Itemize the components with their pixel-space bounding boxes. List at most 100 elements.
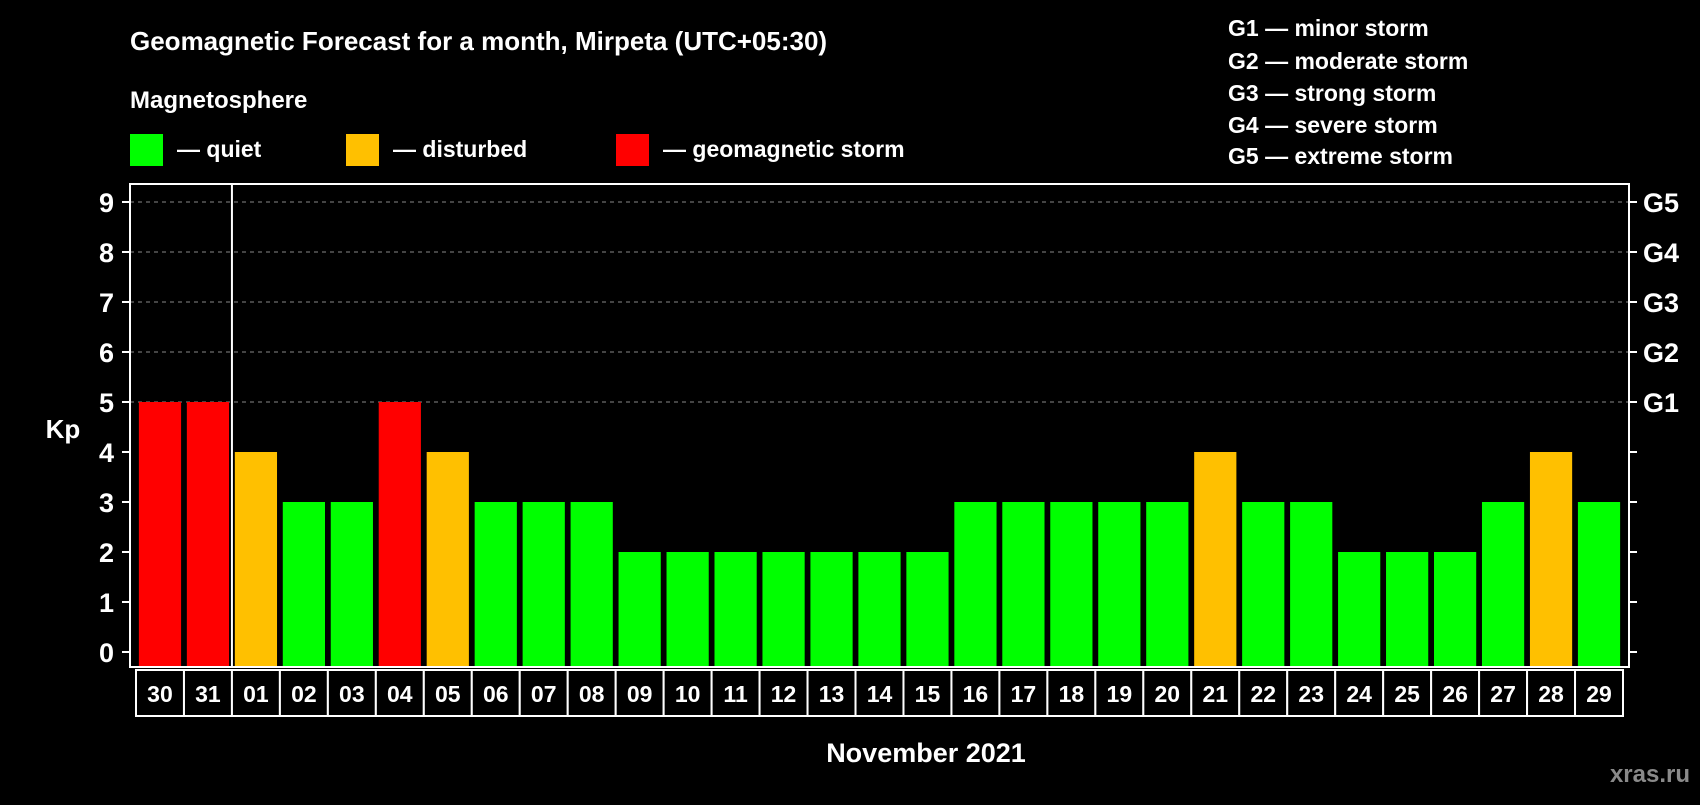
day-label: 13 bbox=[819, 681, 845, 707]
day-cell bbox=[326, 669, 377, 717]
bar-04 bbox=[378, 402, 421, 667]
legend-label-storm: — geomagnetic storm bbox=[663, 136, 905, 162]
day-label: 09 bbox=[627, 681, 653, 707]
day-label: 14 bbox=[867, 681, 893, 707]
bar-18 bbox=[1050, 502, 1093, 667]
bar-30 bbox=[138, 402, 182, 667]
plot-frame bbox=[129, 183, 1630, 668]
day-cell bbox=[278, 669, 329, 717]
day-label: 24 bbox=[1346, 681, 1372, 707]
day-label: 10 bbox=[675, 681, 701, 707]
day-label: 08 bbox=[579, 681, 605, 707]
y-tick-label: 2 bbox=[99, 538, 114, 568]
day-label: 22 bbox=[1250, 681, 1276, 707]
bar-01 bbox=[234, 452, 278, 667]
day-label: 31 bbox=[195, 681, 221, 707]
day-label: 29 bbox=[1586, 681, 1612, 707]
day-label: 18 bbox=[1059, 681, 1085, 707]
day-cell bbox=[1286, 669, 1337, 717]
bar-23 bbox=[1290, 502, 1333, 667]
bar-31 bbox=[186, 402, 230, 667]
bar-15 bbox=[906, 552, 949, 667]
day-label: 06 bbox=[483, 681, 509, 707]
bar-09 bbox=[618, 552, 661, 667]
day-cell bbox=[1238, 669, 1289, 717]
day-label: 03 bbox=[339, 681, 365, 707]
day-label: 28 bbox=[1538, 681, 1564, 707]
day-cell bbox=[1142, 669, 1193, 717]
legend-swatch-storm bbox=[616, 134, 649, 166]
axes: 0 1 2 3 4 5 6 7 8 9 G1 G2 G3 G4 G5 bbox=[99, 183, 1679, 668]
bar-28 bbox=[1529, 452, 1573, 667]
grid-lines bbox=[130, 201, 1629, 403]
day-label: 21 bbox=[1202, 681, 1228, 707]
day-cell bbox=[854, 669, 905, 717]
day-label: 25 bbox=[1394, 681, 1420, 707]
day-cell bbox=[1190, 669, 1241, 717]
g-legend-g3: G3 — strong storm bbox=[1228, 80, 1436, 106]
bar-14 bbox=[858, 552, 901, 667]
g-axis-label: G4 bbox=[1643, 238, 1679, 268]
bar-10 bbox=[666, 552, 709, 667]
legend-label-disturbed: — disturbed bbox=[393, 136, 527, 162]
day-cell bbox=[135, 669, 185, 717]
y-tick-label: 7 bbox=[99, 288, 114, 318]
bar-21 bbox=[1194, 452, 1237, 667]
y-tick-label: 3 bbox=[99, 488, 114, 518]
legend: — quiet — disturbed — geomagnetic storm bbox=[130, 134, 905, 166]
bar-25 bbox=[1386, 552, 1429, 667]
bar-20 bbox=[1146, 502, 1189, 667]
day-cell bbox=[1574, 669, 1624, 717]
day-cell bbox=[566, 669, 617, 717]
bar-17 bbox=[1002, 502, 1045, 667]
day-label: 07 bbox=[531, 681, 557, 707]
bar-26 bbox=[1434, 552, 1477, 667]
bar-19 bbox=[1098, 502, 1141, 667]
y-axis-label: Kp bbox=[46, 414, 81, 444]
day-label: 04 bbox=[387, 681, 413, 707]
chart-subtitle: Magnetosphere bbox=[130, 87, 307, 114]
y-tick-label: 1 bbox=[99, 588, 114, 618]
bar-07 bbox=[522, 502, 565, 667]
day-cell bbox=[182, 669, 233, 717]
bar-05 bbox=[426, 452, 469, 667]
day-cell bbox=[710, 669, 761, 717]
legend-label-quiet: — quiet bbox=[177, 136, 262, 162]
y-tick-label: 4 bbox=[99, 438, 114, 468]
day-label: 05 bbox=[435, 681, 461, 707]
bar-29 bbox=[1577, 502, 1621, 667]
watermark: xras.ru bbox=[1610, 761, 1690, 788]
day-cell bbox=[1094, 669, 1145, 717]
day-label: 16 bbox=[963, 681, 989, 707]
day-label: 12 bbox=[771, 681, 797, 707]
bar-16 bbox=[954, 502, 997, 667]
y-tick-label: 8 bbox=[99, 238, 114, 268]
bar-22 bbox=[1242, 502, 1285, 667]
g-legend-g4: G4 — severe storm bbox=[1228, 112, 1438, 138]
day-cell bbox=[230, 669, 281, 717]
y-tick-label: 5 bbox=[99, 388, 114, 418]
g-axis-label: G1 bbox=[1643, 388, 1679, 418]
bar-08 bbox=[570, 502, 613, 667]
day-label: 17 bbox=[1011, 681, 1037, 707]
bar-03 bbox=[330, 502, 373, 667]
legend-swatch-quiet bbox=[130, 134, 163, 166]
g-legend-g5: G5 — extreme storm bbox=[1228, 143, 1453, 169]
bar-13 bbox=[810, 552, 853, 667]
legend-swatch-disturbed bbox=[346, 134, 379, 166]
day-label: 02 bbox=[291, 681, 317, 707]
chart-title: Geomagnetic Forecast for a month, Mirpet… bbox=[130, 26, 827, 56]
day-label: 20 bbox=[1155, 681, 1181, 707]
g-scale-legend: G1 — minor storm G2 — moderate storm G3 … bbox=[1228, 15, 1468, 169]
bar-11 bbox=[714, 552, 757, 667]
g-axis-label: G5 bbox=[1643, 188, 1679, 218]
bar-24 bbox=[1338, 552, 1381, 667]
day-cell bbox=[1382, 669, 1433, 717]
day-cell bbox=[422, 669, 473, 717]
day-label: 19 bbox=[1107, 681, 1133, 707]
bars bbox=[138, 402, 1621, 667]
day-label: 27 bbox=[1490, 681, 1516, 707]
day-cell bbox=[374, 669, 425, 717]
g-axis-label: G3 bbox=[1643, 288, 1679, 318]
